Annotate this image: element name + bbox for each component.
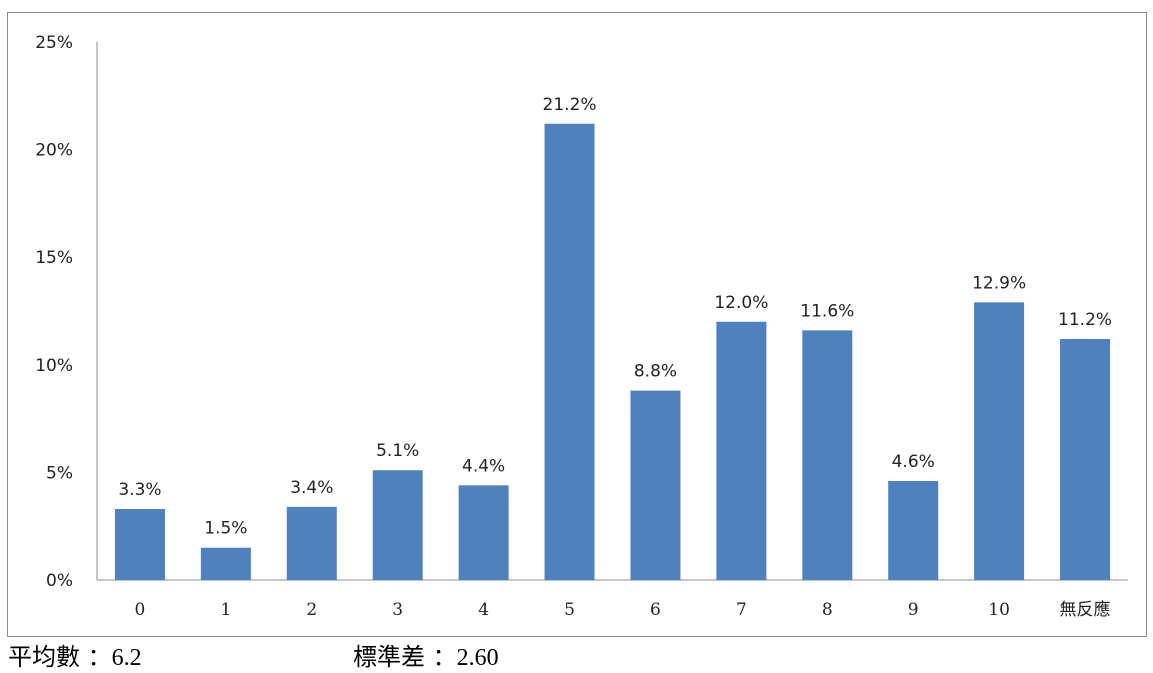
sd-label: 標準差 (353, 643, 425, 671)
x-tick-label: 9 (908, 600, 919, 620)
y-tick-label: 25% (35, 33, 73, 53)
x-tick-label: 無反應 (1060, 599, 1111, 620)
data-label: 4.6% (892, 452, 935, 472)
data-label: 12.0% (714, 293, 768, 313)
y-tick-label: 10% (35, 356, 73, 376)
bar (286, 506, 337, 580)
mean-label: 平均數 (8, 643, 80, 671)
data-label: 11.6% (800, 301, 854, 321)
y-tick-label: 0% (46, 571, 73, 591)
bar (888, 481, 939, 580)
data-label: 21.2% (543, 95, 597, 115)
data-label: 1.5% (204, 519, 247, 539)
bar (372, 470, 423, 580)
data-label: 8.8% (634, 362, 677, 382)
mean-value: ：6.2 (87, 645, 142, 671)
data-label: 5.1% (376, 441, 419, 461)
x-tick-label: 2 (306, 600, 317, 620)
x-tick-label: 7 (736, 600, 747, 620)
bar (544, 123, 595, 580)
x-tick-label: 5 (564, 600, 575, 620)
bar (458, 485, 509, 580)
bar (114, 508, 165, 580)
data-label: 4.4% (462, 456, 505, 476)
sd-value: ：2.60 (432, 645, 499, 671)
x-tick-label: 8 (822, 600, 833, 620)
bar (716, 321, 767, 580)
data-label: 12.9% (972, 273, 1026, 293)
bar (630, 390, 681, 580)
bar (1060, 338, 1111, 580)
x-tick-label: 4 (478, 600, 489, 620)
mean-stat: 平均數 ：6.2 (8, 641, 142, 673)
x-tick-label: 1 (220, 600, 231, 620)
x-tick-label: 10 (988, 600, 1010, 620)
data-label: 3.4% (290, 478, 333, 498)
data-label: 3.3% (118, 480, 161, 500)
sd-stat: 標準差 ：2.60 (353, 641, 499, 673)
data-label: 11.2% (1058, 310, 1112, 330)
bar (200, 547, 251, 580)
x-tick-label: 3 (392, 600, 403, 620)
bar (802, 330, 853, 580)
y-tick-label: 5% (46, 463, 73, 483)
bar (974, 302, 1025, 580)
y-tick-label: 20% (35, 141, 73, 161)
y-tick-label: 15% (35, 248, 73, 268)
x-tick-label: 0 (135, 600, 146, 620)
x-tick-label: 6 (650, 600, 661, 620)
